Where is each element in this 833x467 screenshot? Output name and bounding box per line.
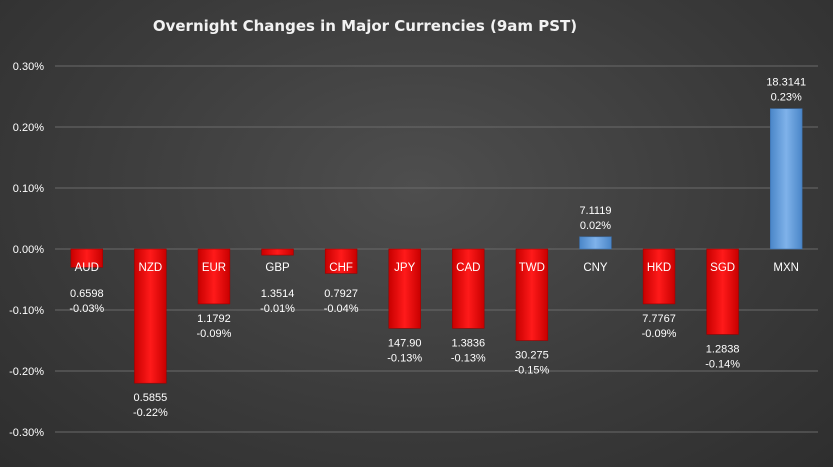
data-label-change: -0.13% — [387, 352, 422, 364]
category-label: CNY — [583, 262, 608, 274]
category-label: TWD — [519, 262, 545, 274]
data-label-change: -0.01% — [260, 303, 295, 315]
category-label: GBP — [265, 262, 290, 274]
data-label-change: -0.09% — [197, 328, 232, 340]
bar-sgd — [706, 248, 739, 335]
data-label-change: 0.23% — [771, 92, 802, 104]
data-label-rate: 1.3514 — [261, 288, 295, 300]
category-label: SGD — [710, 262, 735, 274]
data-label-rate: 1.2838 — [706, 343, 740, 355]
bar-chf — [324, 248, 358, 274]
y-tick-label: -0.30% — [9, 427, 44, 439]
category-label: CAD — [456, 262, 480, 274]
y-tick-label: -0.10% — [9, 305, 44, 317]
category-label: CHF — [329, 262, 353, 274]
bar-hkd — [642, 248, 676, 305]
y-tick-label: 0.20% — [13, 122, 44, 134]
y-tick-label: -0.20% — [9, 366, 44, 378]
data-label-rate: 30.275 — [515, 350, 549, 362]
y-axis-tick-labels: 0.30% 0.20% 0.10% 0.00% -0.10% -0.20% -0.30% — [9, 61, 44, 439]
data-label-rate: 7.7767 — [642, 313, 676, 325]
category-label: HKD — [647, 262, 671, 274]
chart-title: Overnight Changes in Major Currencies (9… — [153, 17, 577, 35]
category-label: JPY — [394, 262, 415, 274]
data-label-rate: 147.90 — [388, 337, 422, 349]
bar-jpy — [388, 248, 421, 329]
category-label: AUD — [75, 262, 99, 274]
data-label-rate: 1.1792 — [197, 313, 231, 325]
y-tick-label: 0.00% — [13, 244, 44, 256]
data-label-change: -0.22% — [133, 407, 168, 419]
data-label-rate: 1.3836 — [451, 337, 485, 349]
data-label-rate: 0.6598 — [70, 288, 104, 300]
category-labels: AUD NZD EUR GBP CHF JPY CAD TWD CNY HKD SGD MXN — [75, 262, 799, 274]
bar-twd — [515, 248, 549, 341]
bar-eur — [197, 248, 231, 305]
data-label-change: 0.02% — [580, 220, 611, 232]
y-tick-label: 0.10% — [13, 183, 44, 195]
data-label-rate: 7.1119 — [579, 205, 611, 217]
gridlines — [55, 65, 818, 433]
category-label: MXN — [773, 262, 799, 274]
data-label-rate: 18.3141 — [766, 77, 806, 89]
bar-nzd — [134, 248, 167, 384]
bar-gbp — [261, 248, 294, 256]
bars — [70, 108, 803, 384]
y-tick-label: 0.30% — [13, 61, 44, 73]
data-label-change: -0.09% — [642, 328, 677, 340]
bar-aud — [70, 248, 103, 268]
data-label-change: -0.15% — [514, 365, 549, 377]
data-label-change: -0.04% — [324, 303, 359, 315]
category-label: EUR — [202, 262, 226, 274]
data-labels: 0.6598 -0.03% 0.5855 -0.22% 1.1792 -0.09% 1.35… — [69, 77, 806, 420]
category-label: NZD — [139, 262, 163, 274]
data-label-rate: 0.7927 — [324, 288, 358, 300]
data-label-change: -0.14% — [705, 358, 740, 370]
data-label-rate: 0.5855 — [134, 392, 168, 404]
data-label-change: -0.03% — [69, 303, 104, 315]
bar-mxn — [770, 108, 803, 250]
bar-cny — [579, 236, 612, 250]
data-label-change: -0.13% — [451, 352, 486, 364]
bar-cad — [452, 248, 485, 329]
